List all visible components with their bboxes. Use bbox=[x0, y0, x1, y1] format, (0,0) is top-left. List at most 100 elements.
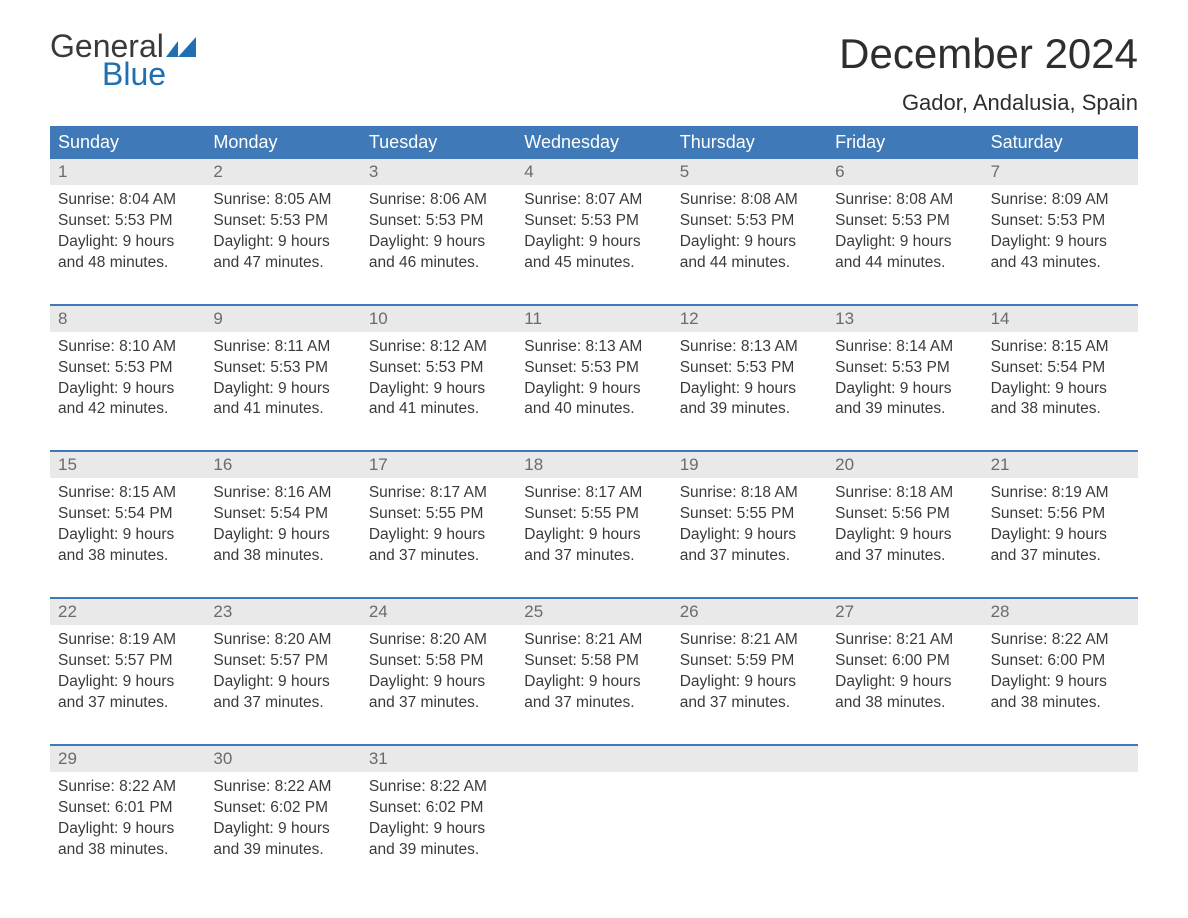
location: Gador, Andalusia, Spain bbox=[839, 90, 1138, 116]
daylight-line2: and 45 minutes. bbox=[524, 253, 663, 274]
day-cell: Sunrise: 8:18 AMSunset: 5:56 PMDaylight:… bbox=[827, 478, 982, 575]
day-number: 13 bbox=[827, 306, 982, 332]
sunset: Sunset: 6:02 PM bbox=[213, 798, 352, 819]
day-number: 21 bbox=[983, 452, 1138, 478]
daylight-line1: Daylight: 9 hours bbox=[369, 525, 508, 546]
daylight-line2: and 37 minutes. bbox=[524, 693, 663, 714]
sunrise: Sunrise: 8:20 AM bbox=[213, 630, 352, 651]
daylight-line1: Daylight: 9 hours bbox=[58, 819, 197, 840]
day-number: 30 bbox=[205, 746, 360, 772]
sunset: Sunset: 5:53 PM bbox=[58, 358, 197, 379]
day-number: 10 bbox=[361, 306, 516, 332]
day-cell: Sunrise: 8:17 AMSunset: 5:55 PMDaylight:… bbox=[361, 478, 516, 575]
sunrise: Sunrise: 8:13 AM bbox=[680, 337, 819, 358]
day-number: 16 bbox=[205, 452, 360, 478]
dow-saturday: Saturday bbox=[983, 126, 1138, 159]
daylight-line2: and 37 minutes. bbox=[369, 546, 508, 567]
daylight-line2: and 37 minutes. bbox=[991, 546, 1130, 567]
daylight-line1: Daylight: 9 hours bbox=[680, 525, 819, 546]
sunset: Sunset: 5:53 PM bbox=[213, 358, 352, 379]
daylight-line2: and 43 minutes. bbox=[991, 253, 1130, 274]
sunrise: Sunrise: 8:21 AM bbox=[524, 630, 663, 651]
day-number: 11 bbox=[516, 306, 671, 332]
day-number: 27 bbox=[827, 599, 982, 625]
sunset: Sunset: 5:58 PM bbox=[524, 651, 663, 672]
day-content-row: Sunrise: 8:19 AMSunset: 5:57 PMDaylight:… bbox=[50, 625, 1138, 722]
daylight-line1: Daylight: 9 hours bbox=[991, 672, 1130, 693]
sunset: Sunset: 5:53 PM bbox=[524, 358, 663, 379]
sunset: Sunset: 5:55 PM bbox=[524, 504, 663, 525]
logo-flag-icon bbox=[166, 30, 200, 64]
sunrise: Sunrise: 8:10 AM bbox=[58, 337, 197, 358]
daylight-line2: and 46 minutes. bbox=[369, 253, 508, 274]
daylight-line2: and 42 minutes. bbox=[58, 399, 197, 420]
daylight-line2: and 37 minutes. bbox=[680, 546, 819, 567]
day-number: 14 bbox=[983, 306, 1138, 332]
sunset: Sunset: 5:53 PM bbox=[369, 211, 508, 232]
day-cell: Sunrise: 8:21 AMSunset: 5:58 PMDaylight:… bbox=[516, 625, 671, 722]
day-cell bbox=[827, 772, 982, 869]
header: General Blue December 2024 Gador, Andalu… bbox=[50, 30, 1138, 116]
daylight-line1: Daylight: 9 hours bbox=[680, 379, 819, 400]
daylight-line2: and 39 minutes. bbox=[369, 840, 508, 861]
day-number-row: 293031 bbox=[50, 746, 1138, 772]
sunrise: Sunrise: 8:22 AM bbox=[991, 630, 1130, 651]
sunset: Sunset: 5:54 PM bbox=[58, 504, 197, 525]
daylight-line1: Daylight: 9 hours bbox=[680, 672, 819, 693]
day-cell: Sunrise: 8:16 AMSunset: 5:54 PMDaylight:… bbox=[205, 478, 360, 575]
dow-wednesday: Wednesday bbox=[516, 126, 671, 159]
day-number: 26 bbox=[672, 599, 827, 625]
daylight-line2: and 39 minutes. bbox=[680, 399, 819, 420]
daylight-line2: and 47 minutes. bbox=[213, 253, 352, 274]
daylight-line2: and 37 minutes. bbox=[213, 693, 352, 714]
day-number: 23 bbox=[205, 599, 360, 625]
day-number bbox=[516, 746, 671, 772]
day-cell: Sunrise: 8:15 AMSunset: 5:54 PMDaylight:… bbox=[983, 332, 1138, 429]
day-cell: Sunrise: 8:17 AMSunset: 5:55 PMDaylight:… bbox=[516, 478, 671, 575]
sunset: Sunset: 5:53 PM bbox=[680, 211, 819, 232]
daylight-line1: Daylight: 9 hours bbox=[524, 672, 663, 693]
day-cell: Sunrise: 8:08 AMSunset: 5:53 PMDaylight:… bbox=[827, 185, 982, 282]
day-number: 12 bbox=[672, 306, 827, 332]
daylight-line1: Daylight: 9 hours bbox=[835, 525, 974, 546]
sunrise: Sunrise: 8:21 AM bbox=[680, 630, 819, 651]
daylight-line1: Daylight: 9 hours bbox=[991, 379, 1130, 400]
sunrise: Sunrise: 8:13 AM bbox=[524, 337, 663, 358]
daylight-line1: Daylight: 9 hours bbox=[524, 379, 663, 400]
calendar: Sunday Monday Tuesday Wednesday Thursday… bbox=[50, 126, 1138, 868]
daylight-line1: Daylight: 9 hours bbox=[213, 819, 352, 840]
day-cell: Sunrise: 8:22 AMSunset: 6:02 PMDaylight:… bbox=[205, 772, 360, 869]
sunrise: Sunrise: 8:18 AM bbox=[835, 483, 974, 504]
sunset: Sunset: 6:01 PM bbox=[58, 798, 197, 819]
daylight-line1: Daylight: 9 hours bbox=[991, 232, 1130, 253]
sunset: Sunset: 5:53 PM bbox=[524, 211, 663, 232]
daylight-line2: and 37 minutes. bbox=[680, 693, 819, 714]
daylight-line1: Daylight: 9 hours bbox=[835, 232, 974, 253]
day-cell: Sunrise: 8:09 AMSunset: 5:53 PMDaylight:… bbox=[983, 185, 1138, 282]
day-cell: Sunrise: 8:14 AMSunset: 5:53 PMDaylight:… bbox=[827, 332, 982, 429]
dow-thursday: Thursday bbox=[672, 126, 827, 159]
daylight-line2: and 39 minutes. bbox=[835, 399, 974, 420]
daylight-line2: and 38 minutes. bbox=[58, 840, 197, 861]
daylight-line2: and 38 minutes. bbox=[835, 693, 974, 714]
day-cell: Sunrise: 8:22 AMSunset: 6:01 PMDaylight:… bbox=[50, 772, 205, 869]
title-block: December 2024 Gador, Andalusia, Spain bbox=[839, 30, 1138, 116]
daylight-line2: and 39 minutes. bbox=[213, 840, 352, 861]
day-cell: Sunrise: 8:04 AMSunset: 5:53 PMDaylight:… bbox=[50, 185, 205, 282]
dow-sunday: Sunday bbox=[50, 126, 205, 159]
day-cell: Sunrise: 8:19 AMSunset: 5:57 PMDaylight:… bbox=[50, 625, 205, 722]
sunrise: Sunrise: 8:18 AM bbox=[680, 483, 819, 504]
sunset: Sunset: 5:57 PM bbox=[213, 651, 352, 672]
sunset: Sunset: 5:55 PM bbox=[680, 504, 819, 525]
day-cell: Sunrise: 8:05 AMSunset: 5:53 PMDaylight:… bbox=[205, 185, 360, 282]
day-number: 29 bbox=[50, 746, 205, 772]
day-cell: Sunrise: 8:13 AMSunset: 5:53 PMDaylight:… bbox=[516, 332, 671, 429]
day-number: 2 bbox=[205, 159, 360, 185]
day-number: 19 bbox=[672, 452, 827, 478]
day-content-row: Sunrise: 8:15 AMSunset: 5:54 PMDaylight:… bbox=[50, 478, 1138, 575]
sunset: Sunset: 6:00 PM bbox=[991, 651, 1130, 672]
daylight-line2: and 38 minutes. bbox=[58, 546, 197, 567]
sunrise: Sunrise: 8:12 AM bbox=[369, 337, 508, 358]
day-cell: Sunrise: 8:08 AMSunset: 5:53 PMDaylight:… bbox=[672, 185, 827, 282]
daylight-line1: Daylight: 9 hours bbox=[58, 525, 197, 546]
